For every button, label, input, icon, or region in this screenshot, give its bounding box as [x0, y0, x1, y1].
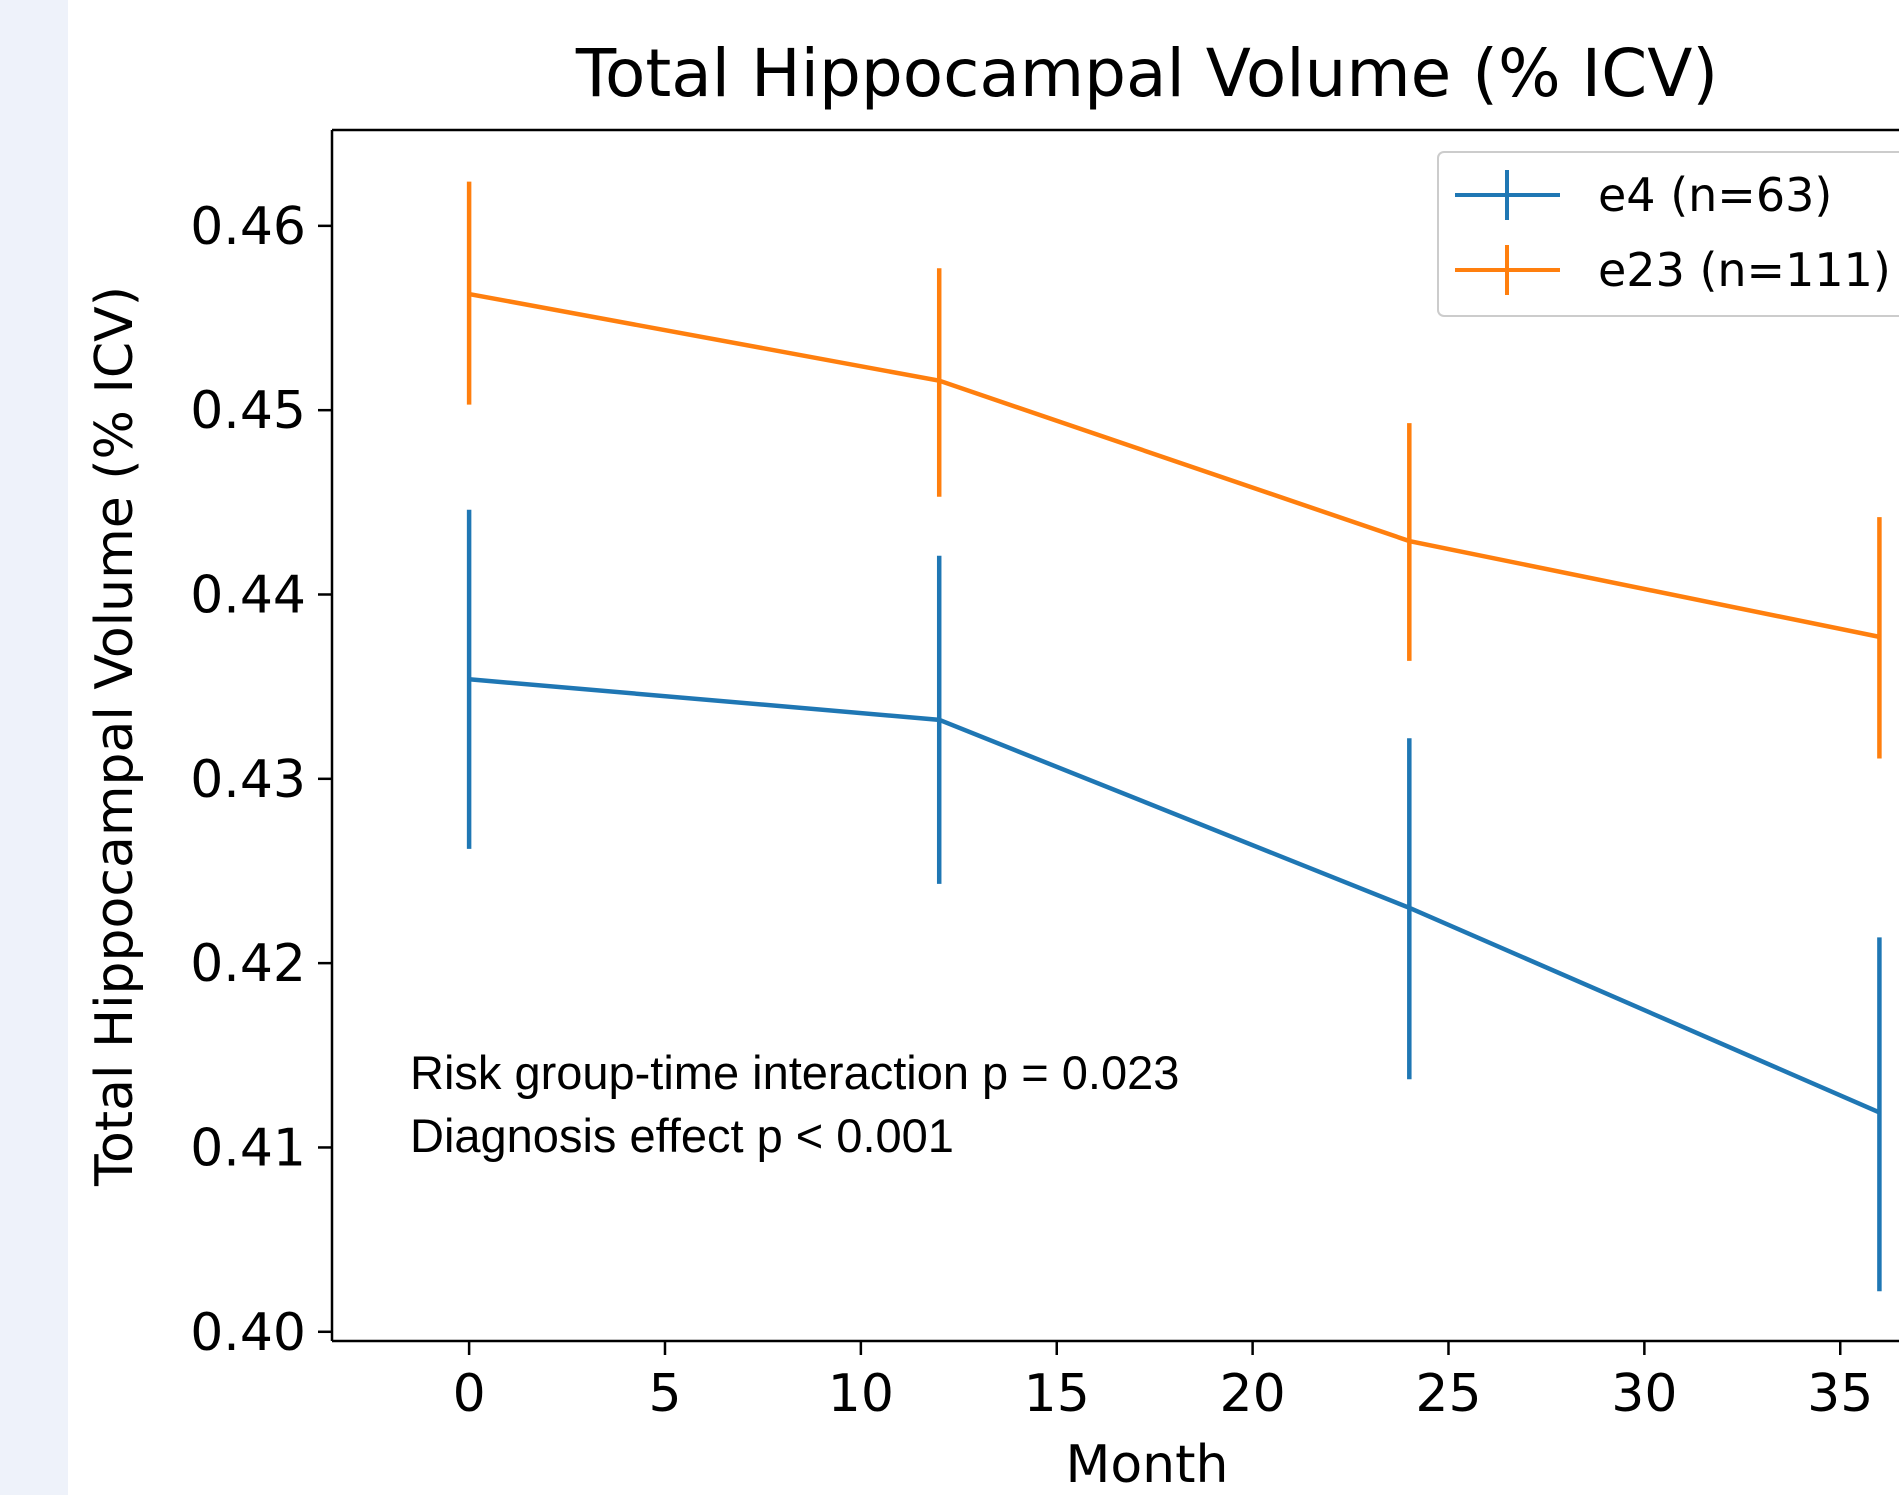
y-tick-label: 0.41 [190, 1118, 306, 1178]
data-point-e4 [1877, 1110, 1881, 1114]
data-point-e23 [1877, 635, 1881, 639]
chart-title: Total Hippocampal Volume (% ICV) [575, 35, 1718, 112]
annotation-interaction: Risk group-time interaction p = 0.023 [410, 1046, 1179, 1099]
y-tick-label: 0.46 [190, 197, 306, 257]
annotation-diagnosis: Diagnosis effect p < 0.001 [410, 1109, 954, 1162]
data-point-e23 [467, 292, 471, 296]
x-tick-label: 15 [1024, 1364, 1090, 1424]
y-tick-label: 0.42 [190, 934, 306, 994]
data-point-e4 [937, 718, 941, 722]
data-series [466, 181, 1882, 1292]
series-e4 [466, 509, 1882, 1292]
y-tick-label: 0.40 [190, 1303, 306, 1363]
x-tick-label: 30 [1611, 1364, 1677, 1424]
data-point-e23 [1407, 539, 1411, 543]
data-point-e23 [937, 379, 941, 383]
x-tick-label: 0 [453, 1364, 486, 1424]
axis-ticks: 0 5 10 15 20 25 30 35 0.40 0.41 0.42 0.43 0.44 0.45 0.… [190, 197, 1873, 1424]
y-tick-label: 0.44 [190, 565, 306, 625]
x-tick-label: 10 [828, 1364, 894, 1424]
x-tick-label: 5 [648, 1364, 681, 1424]
series-e23 [466, 181, 1882, 759]
y-tick-label: 0.43 [190, 750, 306, 810]
series-line-e23 [468, 291, 1880, 640]
x-tick-label: 25 [1415, 1364, 1481, 1424]
x-tick-label: 35 [1807, 1364, 1873, 1424]
plot-axes [330, 128, 1899, 1343]
data-point-e4 [1407, 906, 1411, 910]
x-tick-label: 20 [1220, 1364, 1286, 1424]
y-tick-label: 0.45 [190, 381, 306, 441]
y-axis-label: Total Hippocampal Volume (% ICV) [85, 286, 145, 1187]
data-point-e4 [467, 677, 471, 681]
legend: e4 (n=63) e23 (n=111) [1437, 151, 1899, 317]
x-axis-label: Month [1066, 1435, 1229, 1495]
legend-e23-label: e23 (n=111) [1598, 243, 1891, 297]
series-line-e4 [468, 677, 1881, 1115]
legend-e4-label: e4 (n=63) [1598, 168, 1832, 222]
left-panel-strip [0, 0, 68, 1495]
